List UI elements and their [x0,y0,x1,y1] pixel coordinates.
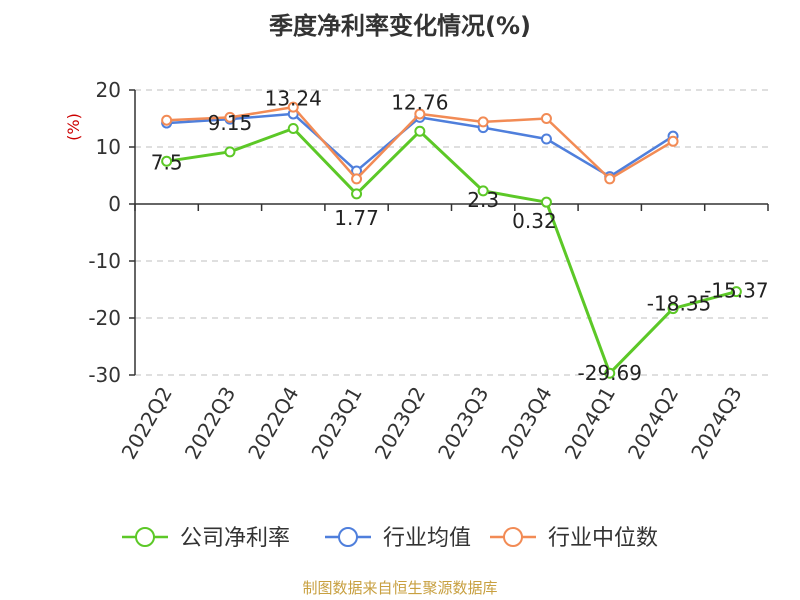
x-tick-label: 2024Q2 [623,383,683,464]
data-point [224,146,236,158]
y-tick-label: -30 [88,363,121,387]
legend-label: 公司净利率 [180,526,290,551]
data-point [604,173,616,185]
data-labels: 7.5 9.15 13.24 1.77 12.76 2.3 0.32 -29.69 -18.35… [151,87,769,386]
y-tick-label: 20 [96,78,121,102]
legend-item[interactable]: 行业中位数 [490,526,658,551]
x-tick-label: 2024Q1 [560,383,620,464]
data-label: -29.69 [578,361,642,385]
data-point [540,113,552,124]
data-label: 2.3 [467,188,499,212]
data-label: 13.24 [265,87,322,111]
data-point [287,123,299,135]
series-line [166,127,737,375]
data-point [477,116,489,128]
legend-item[interactable]: 行业均值 [325,526,471,551]
data-point [161,155,173,167]
data-label: 1.77 [334,206,379,230]
y-unit-label: (%) [64,113,83,141]
legend-swatch-marker [503,527,523,547]
x-tick-label: 2023Q3 [433,383,493,464]
x-tick-label: 2023Q4 [496,383,556,464]
data-point [540,196,552,208]
data-point [351,173,363,185]
series [161,101,742,379]
data-label: 9.15 [208,111,253,135]
data-point [667,303,679,315]
data-point [414,108,426,120]
legend-item[interactable]: 公司净利率 [122,526,290,551]
data-point [540,133,552,145]
y-tick-label: -10 [88,249,121,273]
data-label: -15.37 [704,279,768,303]
data-point [604,367,616,379]
legend-label: 行业均值 [383,526,471,551]
x-tick-label: 2022Q4 [243,383,303,464]
y-tick-label: 0 [108,192,121,216]
data-label: 0.32 [512,209,557,233]
y-tick-label: 10 [96,135,121,159]
y-tick-label: -20 [88,306,121,330]
x-tick-label: 2023Q1 [306,383,366,464]
data-point [667,135,679,147]
data-point [414,125,426,137]
x-tick-label: 2022Q3 [180,383,240,464]
chart-title: 季度净利率变化情况(%) [269,12,531,40]
x-tick-label: 2024Q3 [686,383,746,464]
x-tick-label: 2022Q2 [117,383,177,464]
data-point [161,114,173,126]
x-tick-label: 2023Q2 [370,383,430,464]
legend-swatch-marker [338,527,358,547]
data-point [477,185,489,197]
data-point [224,111,236,123]
legend-label: 行业中位数 [548,526,658,551]
data-point [287,101,299,113]
data-label: 7.5 [151,150,183,174]
data-label: 12.76 [391,90,448,114]
data-point [730,286,742,298]
legend-swatch-marker [135,527,155,547]
source-note: 制图数据来自恒生聚源数据库 [302,579,497,597]
data-point [351,188,363,200]
legend[interactable]: 公司净利率 行业均值 行业中位数 [122,526,658,551]
data-label: -18.35 [647,292,711,316]
